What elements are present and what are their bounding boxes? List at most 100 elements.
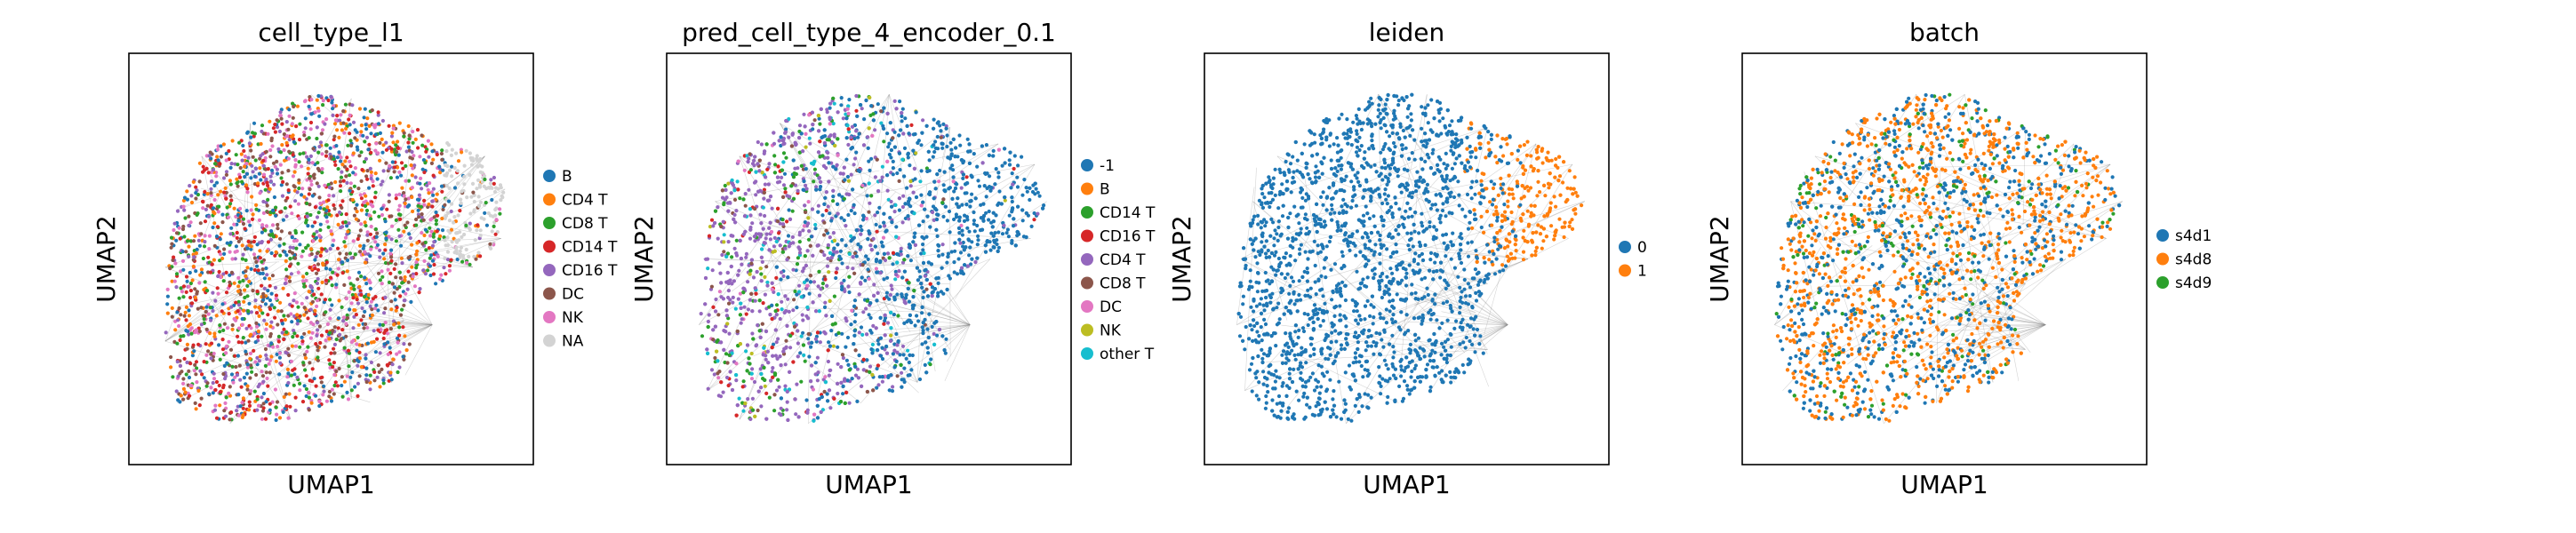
umap-point [975,164,980,169]
umap-point [989,231,994,235]
umap-point [441,207,445,211]
umap-point [180,290,184,294]
graph-edge [850,324,971,346]
umap-point [376,271,381,275]
umap-point [286,127,291,131]
umap-point [222,409,227,413]
umap-point [249,244,253,249]
umap-point [271,126,276,131]
umap-point [175,360,180,364]
umap-point [357,107,363,111]
umap-point [767,162,772,166]
umap-point [435,229,439,234]
umap-point [378,131,382,135]
umap-point [236,184,240,188]
umap-point [861,310,866,314]
umap-point [946,254,950,259]
umap-point [288,245,292,250]
umap-point [233,250,237,254]
umap-point [780,218,785,222]
umap-point [459,197,463,202]
umap-point [228,418,232,422]
umap-point [247,301,252,306]
umap-point [275,352,279,356]
umap-point [975,223,980,228]
umap-point [470,181,476,186]
umap-point [281,410,285,414]
umap-point [867,181,871,186]
umap-point [178,400,182,404]
umap-point [792,298,796,302]
umap-point [375,337,380,341]
umap-point [854,108,859,113]
umap-point [430,259,436,263]
umap-point [266,167,270,171]
umap-point [188,295,193,300]
umap-point [338,211,342,215]
umap-point [236,289,241,293]
umap-point [236,354,240,358]
umap-point [387,199,391,203]
umap-point [363,220,367,225]
umap-point [956,257,961,261]
umap-point [261,295,266,299]
umap-point [716,236,720,241]
umap-point [384,161,388,165]
umap-point [293,395,298,400]
umap-point [715,349,719,354]
umap-point [249,332,253,337]
umap-point [1015,185,1020,189]
umap-point [364,208,370,213]
umap-point [828,235,832,240]
umap-point [346,143,350,147]
umap-point [339,113,343,117]
umap-point [364,258,369,262]
umap-point [262,286,267,290]
umap-point [876,211,880,215]
umap-point [952,270,956,274]
umap-point [315,229,319,234]
umap-point [972,229,977,234]
graph-edge [790,306,938,313]
umap-point [759,371,764,377]
umap-point [298,388,302,393]
umap-point [172,279,177,283]
umap-point [188,239,193,243]
umap-point [878,315,883,320]
umap-point [194,372,198,377]
umap-point [194,196,198,201]
graph-edge [947,324,971,362]
umap-point [356,277,360,282]
umap-point [384,147,389,152]
umap-point [273,164,277,169]
umap-point [318,238,323,243]
umap-point [207,154,212,158]
umap-point [256,181,260,186]
umap-point [429,229,434,234]
umap-point [338,338,342,343]
umap-point [273,130,277,134]
umap-point [295,322,300,326]
umap-point [789,144,795,148]
umap-point [293,256,298,260]
umap-point [261,406,266,410]
umap-point [169,365,173,370]
umap-point [778,316,782,322]
umap-point [478,254,483,259]
umap-point [853,313,858,317]
umap-point [188,281,193,286]
umap-point [959,186,964,190]
umap-point [364,127,369,131]
umap-point [390,282,395,286]
umap-point [340,199,345,203]
umap-point [253,305,258,309]
umap-point [332,351,337,355]
umap-point [708,225,713,229]
umap-point [170,306,174,310]
umap-point [969,262,973,266]
umap-point [908,184,913,188]
umap-point [287,107,292,112]
umap-point [726,295,731,300]
umap-point [309,285,314,290]
umap-point [459,252,463,258]
